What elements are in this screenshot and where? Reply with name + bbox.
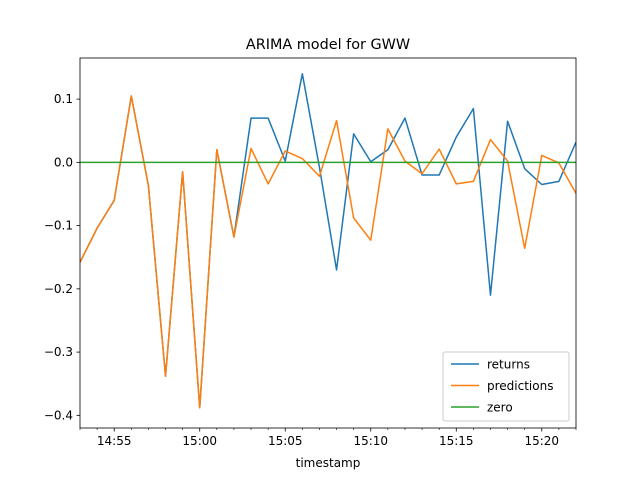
legend: returns predictions zero bbox=[442, 351, 570, 422]
chart-title: ARIMA model for GWW bbox=[246, 37, 410, 53]
x-tick-label: 15:05 bbox=[268, 434, 303, 448]
y-axis: 0.1 0.0 −0.1 −0.2 −0.3 −0.4 bbox=[44, 92, 80, 422]
x-tick-label: 15:00 bbox=[182, 434, 217, 448]
legend-label-returns: returns bbox=[487, 358, 530, 372]
x-tick-label: 14:55 bbox=[97, 434, 132, 448]
legend-box bbox=[442, 351, 570, 422]
plot-frame bbox=[79, 57, 577, 429]
y-tick-label: −0.1 bbox=[44, 219, 73, 233]
x-axis-label: timestamp bbox=[296, 456, 361, 470]
x-tick-label: 15:10 bbox=[353, 434, 388, 448]
legend-label-zero: zero bbox=[487, 401, 513, 415]
series-line-predictions bbox=[80, 95, 576, 409]
series-layer bbox=[79, 73, 577, 409]
y-tick-label: −0.4 bbox=[44, 408, 73, 422]
y-tick-label: 0.0 bbox=[54, 155, 73, 169]
y-tick-label: 0.1 bbox=[54, 92, 73, 106]
x-tick-label: 15:15 bbox=[439, 434, 474, 448]
legend-label-predictions: predictions bbox=[487, 379, 553, 393]
y-tick-label: −0.3 bbox=[44, 345, 73, 359]
x-tick-label: 15:20 bbox=[524, 434, 559, 448]
y-tick-label: −0.2 bbox=[44, 282, 73, 296]
x-axis: 14:55 15:00 15:05 15:10 15:15 15:20 bbox=[79, 428, 577, 448]
